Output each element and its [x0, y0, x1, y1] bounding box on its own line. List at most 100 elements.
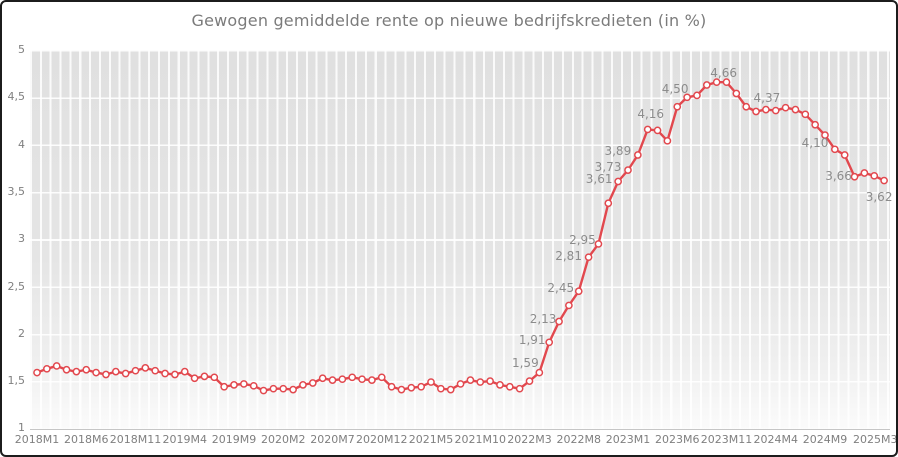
y-axis-label: 3,5	[7, 184, 26, 198]
data-point-marker	[840, 151, 849, 159]
data-point-marker	[643, 125, 652, 134]
data-label: 4,37	[753, 90, 781, 105]
x-axis-label: 2023M1	[605, 433, 651, 446]
data-point-marker	[653, 126, 662, 135]
data-point-marker	[111, 367, 120, 376]
data-point-marker	[693, 91, 701, 100]
data-point-marker	[781, 103, 790, 112]
x-axis-label: 2020M12	[356, 433, 408, 446]
x-axis-label: 2022M3	[507, 433, 552, 446]
y-axis-label: 4	[18, 137, 25, 151]
x-axis-label: 2019M9	[211, 433, 257, 446]
data-point-marker	[72, 367, 81, 376]
x-axis-label: 2018M11	[109, 433, 162, 446]
data-point-marker	[594, 240, 603, 248]
data-point-marker	[377, 373, 386, 382]
x-axis-label: 2020M7	[310, 433, 355, 446]
data-point-marker	[821, 131, 829, 139]
data-point-marker	[574, 287, 583, 296]
data-point-marker	[249, 381, 258, 390]
x-axis-label: 2018M1	[14, 433, 60, 446]
x-axis-label: 2024M9	[802, 433, 848, 446]
data-point-marker	[141, 364, 150, 372]
data-point-marker	[328, 376, 337, 384]
y-axis-label: 3	[18, 232, 25, 246]
data-point-marker	[752, 107, 760, 116]
y-axis-label: 4,5	[7, 90, 26, 104]
data-label: 4,50	[661, 82, 689, 97]
data-point-marker	[811, 120, 820, 129]
data-point-marker	[397, 385, 406, 394]
data-point-marker	[496, 381, 504, 389]
data-point-marker	[230, 381, 238, 389]
data-point-marker	[702, 81, 711, 89]
y-axis: 5 4,5 4 3,5 3 2,5 2 1,5 1	[2, 43, 26, 434]
x-axis: 2018M1 2018M6 2018M11 2019M4 2019M9 2020M2 202…	[15, 433, 896, 449]
data-point-marker	[387, 382, 396, 391]
data-point-marker	[663, 136, 672, 145]
data-label: 2,95	[569, 232, 596, 247]
data-point-marker	[505, 382, 514, 391]
data-point-marker	[722, 78, 731, 87]
data-point-marker	[318, 374, 327, 383]
data-label: 2,81	[555, 249, 582, 264]
data-point-marker	[289, 385, 297, 394]
data-point-marker	[771, 106, 780, 115]
data-label: 2,13	[529, 311, 557, 326]
data-point-marker	[712, 78, 721, 87]
data-point-marker	[417, 382, 425, 391]
x-axis-label: 2018M6	[64, 433, 109, 446]
y-axis-label: 2,5	[7, 279, 26, 293]
data-point-marker	[831, 145, 839, 154]
data-point-marker	[535, 368, 544, 377]
data-label: 3,89	[604, 144, 632, 158]
data-point-marker	[880, 176, 888, 185]
data-point-marker	[515, 384, 524, 393]
data-point-marker	[200, 372, 209, 381]
data-point-marker	[180, 367, 189, 376]
chart-title: Gewogen gemiddelde rente op nieuwe bedri…	[191, 11, 707, 30]
data-point-marker	[131, 366, 140, 375]
data-label: 1,59	[511, 355, 539, 370]
data-point-marker	[220, 382, 228, 391]
data-point-marker	[742, 102, 751, 111]
data-point-marker	[240, 380, 248, 388]
plot-area: 1,59 1,91 2,13 2,45 2,81 2,95 3,61 3,73 3,89 4,16…	[30, 50, 893, 430]
data-label: 4,10	[801, 136, 829, 151]
data-point-marker	[624, 166, 632, 174]
data-point-marker	[614, 177, 623, 186]
data-point-marker	[62, 365, 71, 374]
data-point-marker	[860, 169, 869, 177]
data-point-marker	[427, 378, 435, 386]
line-series-svg	[33, 78, 888, 395]
x-axis-label: 2025M3	[852, 433, 898, 446]
data-point-marker	[308, 379, 317, 387]
data-point-marker	[456, 380, 465, 388]
data-point-marker	[151, 366, 160, 375]
data-point-marker	[338, 375, 347, 384]
data-point-marker	[545, 338, 554, 347]
data-point-marker	[368, 376, 376, 384]
data-point-marker	[437, 384, 445, 393]
data-label: 3,73	[594, 160, 622, 175]
data-label: 1,91	[518, 333, 546, 348]
x-axis-label: 2021M5	[408, 433, 454, 446]
data-label: 3,62	[865, 189, 893, 204]
y-axis-label: 5	[18, 43, 25, 56]
series-line	[35, 80, 886, 392]
data-point-marker	[33, 368, 41, 377]
data-point-marker	[348, 373, 357, 382]
data-label: 4,16	[637, 107, 665, 122]
data-point-marker	[565, 301, 573, 310]
data-point-marker	[476, 378, 485, 386]
data-point-marker	[259, 386, 268, 395]
data-point-marker	[634, 151, 642, 159]
data-point-marker	[358, 375, 366, 384]
data-point-marker	[102, 370, 110, 379]
x-axis-label: 2022M8	[556, 433, 601, 446]
data-point-marker	[269, 384, 278, 393]
data-point-marker	[791, 105, 800, 114]
data-point-marker	[52, 362, 61, 370]
data-point-marker	[555, 317, 563, 326]
data-label: 3,66	[825, 168, 852, 183]
